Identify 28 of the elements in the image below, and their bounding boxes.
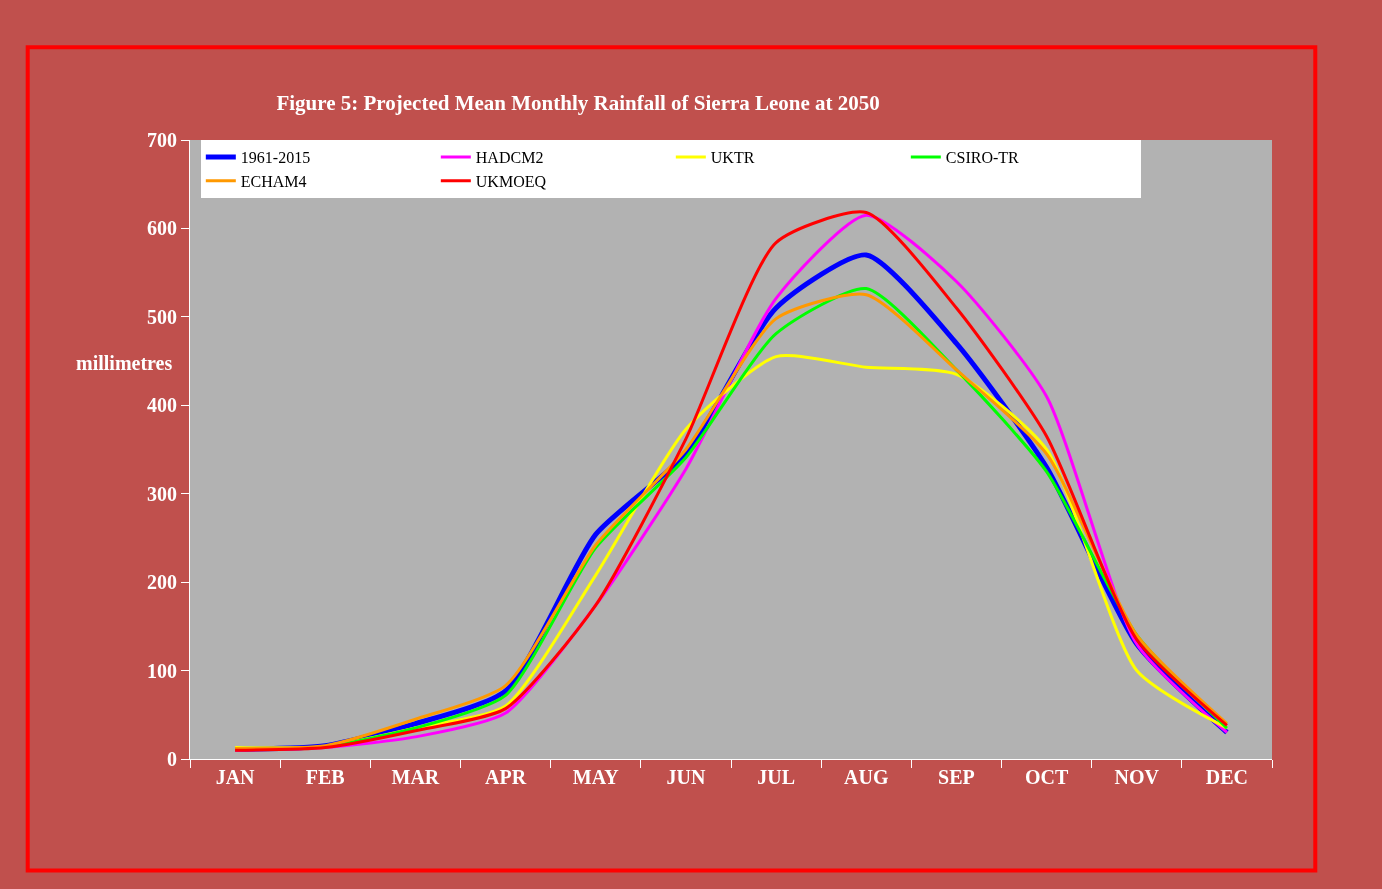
- x-tick-label: APR: [485, 766, 527, 788]
- legend-label: ECHAM4: [240, 172, 307, 190]
- x-tick-label: JUN: [666, 766, 706, 788]
- chart-title: Figure 5: Projected Mean Monthly Rainfall of Sierra Leone at 2050: [276, 90, 880, 115]
- legend-label: HADCM2: [475, 149, 544, 167]
- x-tick-label: MAR: [391, 766, 440, 788]
- x-tick-label: MAY: [572, 766, 620, 788]
- y-tick-label: 200: [147, 571, 177, 594]
- y-tick-label: 0: [167, 748, 177, 770]
- x-tick-label: JUL: [757, 766, 795, 788]
- legend-label: 1961-2015: [240, 149, 311, 167]
- x-tick-label: NOV: [1114, 766, 1160, 788]
- x-tick-label: FEB: [305, 766, 345, 788]
- x-tick-label: AUG: [844, 766, 889, 788]
- y-tick-label: 400: [147, 394, 177, 417]
- y-tick-label: 300: [147, 482, 177, 505]
- y-axis-title: millimetres: [76, 352, 173, 374]
- x-tick-label: OCT: [1024, 766, 1069, 788]
- x-tick-label: JAN: [215, 766, 256, 788]
- x-tick-label: SEP: [938, 766, 975, 788]
- y-tick-label: 100: [147, 659, 177, 682]
- y-tick-label: 600: [147, 217, 177, 240]
- y-tick-label: 700: [147, 129, 177, 151]
- y-tick-label: 500: [147, 305, 177, 328]
- legend-label: UKTR: [710, 149, 755, 167]
- legend-label: CSIRO-TR: [945, 149, 1020, 167]
- x-tick-label: DEC: [1205, 766, 1249, 788]
- legend-label: UKMOEQ: [475, 172, 547, 190]
